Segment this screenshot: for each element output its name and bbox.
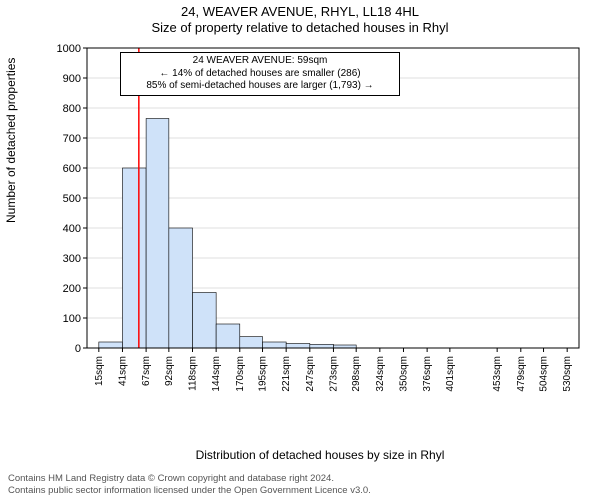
svg-text:118sqm: 118sqm <box>187 356 198 391</box>
svg-text:100: 100 <box>63 313 81 325</box>
x-axis-label: Distribution of detached houses by size … <box>55 448 585 462</box>
annotation-box: 24 WEAVER AVENUE: 59sqm ← 14% of detache… <box>120 52 400 96</box>
svg-text:530sqm: 530sqm <box>562 356 573 392</box>
footer-attribution: Contains HM Land Registry data © Crown c… <box>8 473 371 496</box>
svg-text:300: 300 <box>63 253 81 265</box>
svg-text:500: 500 <box>63 193 81 205</box>
plot-area: 0 100 200 300 400 500 600 700 800 900 1000 15sqm 41s… <box>55 44 585 414</box>
svg-text:401sqm: 401sqm <box>445 356 456 392</box>
annotation-line2: ← 14% of detached houses are smaller (28… <box>127 68 393 81</box>
y-axis-label: Number of detached properties <box>4 58 18 223</box>
svg-text:479sqm: 479sqm <box>516 356 527 392</box>
svg-text:324sqm: 324sqm <box>375 356 386 392</box>
svg-text:170sqm: 170sqm <box>235 356 246 392</box>
annotation-line3: 85% of semi-detached houses are larger (… <box>127 80 393 93</box>
histogram-svg: 0 100 200 300 400 500 600 700 800 900 1000 15sqm 41s… <box>55 44 585 414</box>
svg-text:221sqm: 221sqm <box>281 356 292 392</box>
svg-text:298sqm: 298sqm <box>351 356 362 392</box>
svg-text:900: 900 <box>63 73 81 85</box>
svg-text:504sqm: 504sqm <box>539 356 550 392</box>
svg-text:200: 200 <box>63 283 81 295</box>
svg-text:800: 800 <box>63 103 81 115</box>
svg-text:1000: 1000 <box>57 44 81 55</box>
svg-text:67sqm: 67sqm <box>141 356 152 386</box>
svg-text:700: 700 <box>63 133 81 145</box>
svg-text:92sqm: 92sqm <box>164 356 175 386</box>
svg-text:0: 0 <box>75 343 81 355</box>
svg-text:376sqm: 376sqm <box>422 356 433 392</box>
chart-title-sub: Size of property relative to detached ho… <box>0 20 600 36</box>
svg-text:453sqm: 453sqm <box>492 356 503 392</box>
chart-container: 24, WEAVER AVENUE, RHYL, LL18 4HL Size o… <box>0 0 600 500</box>
svg-text:195sqm: 195sqm <box>258 356 269 392</box>
chart-title-address: 24, WEAVER AVENUE, RHYL, LL18 4HL <box>0 0 600 20</box>
footer-line1: Contains HM Land Registry data © Crown c… <box>8 473 371 484</box>
svg-text:15sqm: 15sqm <box>94 356 105 386</box>
footer-line2: Contains public sector information licen… <box>8 485 371 496</box>
svg-text:247sqm: 247sqm <box>305 356 316 392</box>
svg-text:273sqm: 273sqm <box>328 356 339 392</box>
svg-text:350sqm: 350sqm <box>398 356 409 392</box>
svg-text:600: 600 <box>63 163 81 175</box>
svg-text:144sqm: 144sqm <box>211 356 222 392</box>
svg-text:400: 400 <box>63 223 81 235</box>
annotation-line1: 24 WEAVER AVENUE: 59sqm <box>127 55 393 68</box>
svg-text:41sqm: 41sqm <box>117 356 128 386</box>
